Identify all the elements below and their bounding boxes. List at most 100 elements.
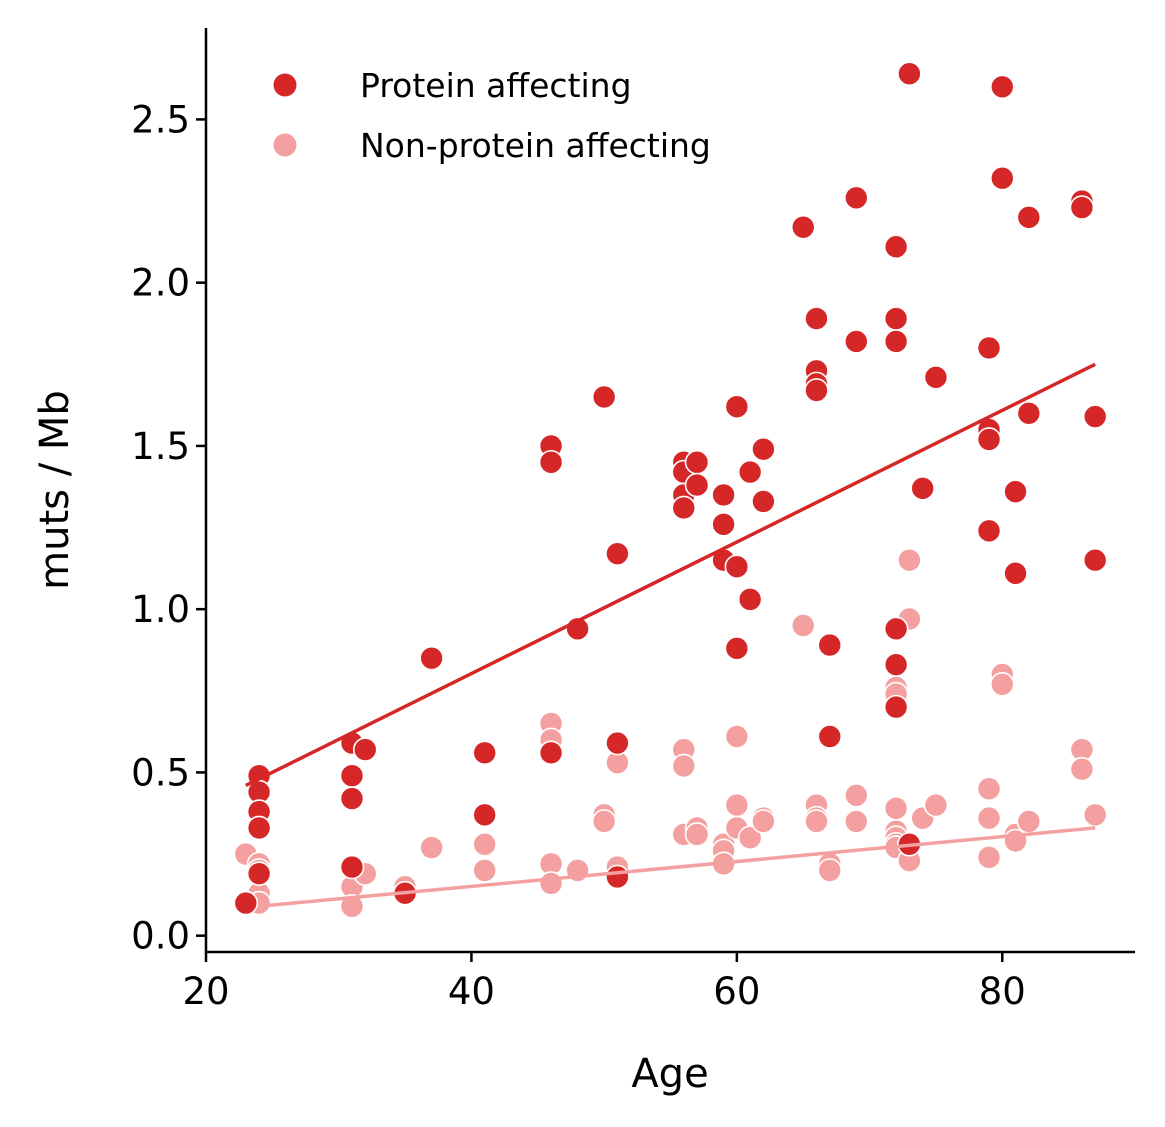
data-point bbox=[339, 786, 365, 811]
x-tick-label: 20 bbox=[182, 970, 229, 1013]
data-point bbox=[591, 809, 617, 834]
data-point bbox=[591, 384, 617, 410]
data-point bbox=[843, 809, 869, 834]
data-point bbox=[989, 165, 1015, 191]
data-point bbox=[989, 74, 1015, 100]
data-point bbox=[897, 61, 922, 87]
data-point bbox=[897, 547, 922, 573]
data-point bbox=[737, 587, 763, 612]
data-point bbox=[976, 427, 1002, 452]
y-tick-label: 1.0 bbox=[131, 588, 190, 631]
legend-marker-non-protein-affecting bbox=[273, 133, 297, 157]
x-tick-label: 40 bbox=[448, 970, 495, 1013]
data-point bbox=[684, 822, 710, 847]
data-point bbox=[1069, 195, 1095, 220]
data-point bbox=[538, 871, 564, 896]
legend: Protein affecting Non-protein affecting bbox=[273, 66, 711, 165]
data-point bbox=[751, 436, 776, 462]
data-point bbox=[883, 329, 909, 354]
series-non-protein-affecting bbox=[233, 547, 1108, 919]
data-point bbox=[804, 809, 829, 834]
data-point bbox=[1082, 404, 1108, 429]
data-point bbox=[419, 645, 444, 671]
data-point bbox=[711, 511, 736, 537]
data-point bbox=[843, 782, 869, 808]
data-point bbox=[1069, 756, 1095, 782]
data-point bbox=[1016, 205, 1042, 230]
x-tick-label: 80 bbox=[979, 970, 1026, 1013]
x-tick-label: 60 bbox=[713, 970, 760, 1013]
data-point bbox=[339, 854, 365, 880]
y-tick-label: 0.5 bbox=[131, 751, 190, 794]
data-point bbox=[671, 753, 697, 779]
data-point bbox=[605, 730, 630, 756]
data-point bbox=[817, 724, 843, 749]
data-point bbox=[684, 449, 710, 475]
data-point bbox=[711, 482, 736, 508]
data-point bbox=[910, 476, 935, 501]
data-point bbox=[751, 489, 776, 514]
y-tick-label: 1.5 bbox=[131, 425, 190, 468]
data-point bbox=[472, 740, 498, 766]
data-point bbox=[671, 495, 697, 521]
data-point bbox=[352, 737, 378, 762]
data-point bbox=[724, 724, 750, 749]
data-point bbox=[817, 632, 843, 658]
data-point bbox=[883, 694, 909, 720]
data-point bbox=[1003, 479, 1028, 504]
trend-line-protein-affecting bbox=[245, 362, 1096, 788]
data-point bbox=[605, 864, 630, 890]
data-point bbox=[817, 858, 843, 883]
y-axis-label: muts / Mb bbox=[32, 390, 78, 590]
data-point bbox=[989, 671, 1015, 697]
data-point bbox=[538, 740, 564, 766]
data-point bbox=[843, 329, 869, 354]
x-axis-label: Age bbox=[631, 1051, 708, 1097]
data-point bbox=[1016, 400, 1042, 426]
data-point bbox=[976, 335, 1002, 361]
data-point bbox=[339, 763, 365, 788]
data-point bbox=[923, 792, 949, 818]
series-protein-affecting bbox=[233, 61, 1108, 916]
data-point bbox=[724, 636, 750, 661]
data-point bbox=[605, 541, 630, 566]
data-point bbox=[737, 459, 763, 485]
data-point bbox=[472, 831, 498, 857]
data-point bbox=[804, 378, 829, 403]
legend-label-non-protein-affecting: Non-protein affecting bbox=[360, 126, 711, 165]
trend-line-non-protein-affecting bbox=[258, 826, 1096, 909]
data-point bbox=[883, 652, 909, 677]
data-point bbox=[883, 616, 909, 642]
plot-area bbox=[233, 61, 1108, 919]
data-point bbox=[419, 835, 444, 860]
y-tick-label: 2.0 bbox=[131, 262, 190, 305]
data-point bbox=[976, 518, 1002, 544]
y-tick-label: 2.5 bbox=[131, 98, 190, 141]
data-point bbox=[246, 861, 272, 886]
axes bbox=[204, 28, 1135, 954]
data-point bbox=[1082, 547, 1108, 573]
data-point bbox=[976, 776, 1002, 802]
y-ticks: 0.0 0.5 1.0 1.5 2.0 2.5 bbox=[131, 98, 206, 958]
data-point bbox=[737, 825, 763, 851]
data-point bbox=[246, 815, 272, 841]
data-point bbox=[790, 214, 816, 240]
data-point bbox=[923, 365, 949, 390]
data-point bbox=[1016, 809, 1042, 834]
data-point bbox=[1003, 560, 1028, 586]
data-point bbox=[1082, 802, 1108, 828]
data-point bbox=[339, 893, 365, 919]
data-point bbox=[538, 449, 564, 475]
data-point bbox=[472, 858, 498, 883]
data-point bbox=[790, 613, 816, 638]
data-point bbox=[883, 796, 909, 821]
data-point bbox=[684, 472, 710, 498]
data-point bbox=[883, 234, 909, 260]
data-point bbox=[976, 845, 1002, 870]
legend-marker-protein-affecting bbox=[273, 73, 297, 97]
data-point bbox=[976, 805, 1002, 831]
legend-label-protein-affecting: Protein affecting bbox=[360, 66, 632, 105]
data-point bbox=[724, 554, 750, 580]
data-point bbox=[804, 306, 829, 331]
